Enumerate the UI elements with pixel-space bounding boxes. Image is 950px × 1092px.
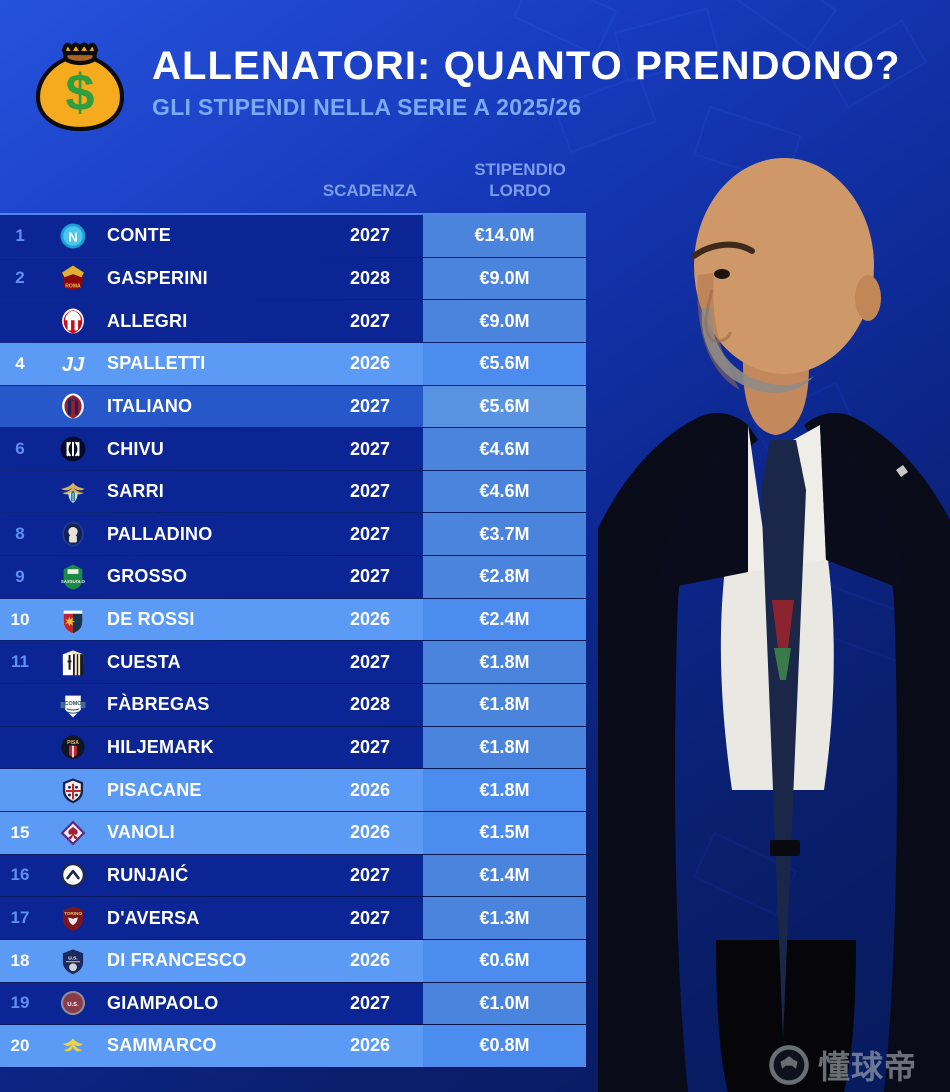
- svg-text:BFC: BFC: [68, 398, 78, 403]
- svg-text:COMO: COMO: [65, 701, 82, 707]
- svg-text:TORINO: TORINO: [64, 911, 82, 916]
- svg-text:N: N: [68, 229, 78, 244]
- svg-text:PISA: PISA: [67, 740, 79, 746]
- svg-text:JJ: JJ: [62, 354, 85, 376]
- svg-text:$: $: [66, 64, 95, 122]
- svg-text:ROMA: ROMA: [65, 284, 81, 290]
- svg-text:SASSUOLO: SASSUOLO: [61, 579, 86, 584]
- svg-text:U.S.: U.S.: [67, 1002, 79, 1008]
- svg-text:U.S.: U.S.: [68, 955, 78, 961]
